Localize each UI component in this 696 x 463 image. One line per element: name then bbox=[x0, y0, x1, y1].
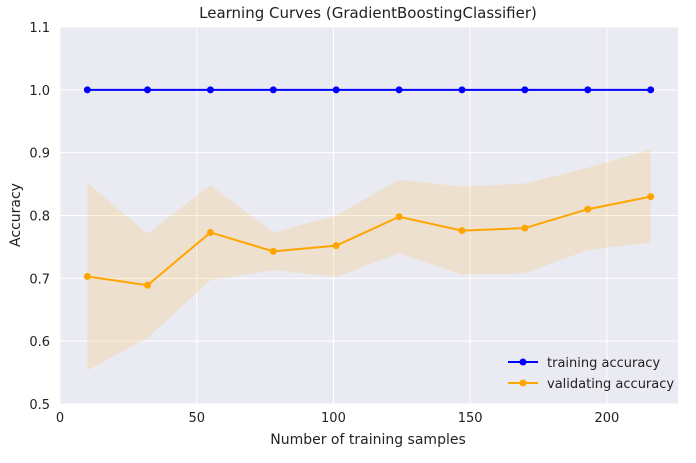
validating-accuracy-point bbox=[144, 281, 152, 289]
chart-title: Learning Curves (GradientBoostingClassif… bbox=[199, 4, 537, 22]
validating-accuracy-band bbox=[87, 149, 651, 371]
y-tick-label: 0.7 bbox=[29, 272, 50, 287]
x-tick-label: 0 bbox=[56, 411, 64, 426]
y-tick-label: 1.1 bbox=[29, 21, 50, 36]
x-tick-label: 50 bbox=[188, 411, 205, 426]
validating-accuracy-point bbox=[332, 242, 340, 250]
y-axis-label: Accuracy bbox=[8, 183, 24, 247]
y-tick-label: 0.6 bbox=[29, 335, 50, 350]
validating-accuracy-point bbox=[521, 224, 529, 232]
legend-label-validating: validating accuracy bbox=[547, 377, 674, 392]
legend-marker-validating bbox=[519, 379, 527, 387]
validating-accuracy-point bbox=[458, 227, 466, 235]
legend-marker-training bbox=[519, 358, 527, 366]
validating-accuracy-point bbox=[584, 205, 592, 213]
y-tick-label: 0.8 bbox=[29, 210, 50, 225]
training-accuracy-point bbox=[395, 86, 403, 94]
x-axis-label: Number of training samples bbox=[270, 432, 466, 448]
validating-accuracy-point bbox=[647, 193, 655, 201]
training-accuracy-point bbox=[647, 86, 655, 94]
legend-label-training: training accuracy bbox=[547, 356, 660, 371]
validating-accuracy-line bbox=[87, 195, 651, 287]
x-tick-label: 150 bbox=[458, 411, 483, 426]
validating-accuracy-point bbox=[395, 213, 403, 221]
training-accuracy-point bbox=[144, 86, 152, 94]
training-accuracy-point bbox=[584, 86, 592, 94]
training-accuracy-point bbox=[206, 86, 214, 94]
y-tick-label: 0.5 bbox=[29, 398, 50, 413]
validating-accuracy-point bbox=[83, 272, 91, 280]
training-accuracy-point bbox=[521, 86, 529, 94]
y-tick-label: 1.0 bbox=[29, 84, 50, 99]
legend: training accuracy validating accuracy bbox=[508, 356, 674, 392]
validating-accuracy-point bbox=[269, 247, 277, 255]
x-tick-label: 200 bbox=[594, 411, 619, 426]
training-accuracy-point bbox=[332, 86, 340, 94]
validating-accuracy-point bbox=[206, 228, 214, 236]
training-accuracy-point bbox=[83, 86, 91, 94]
y-tick-label: 0.9 bbox=[29, 147, 50, 162]
training-accuracy-point bbox=[269, 86, 277, 94]
x-tick-label: 100 bbox=[321, 411, 346, 426]
training-accuracy-point bbox=[458, 86, 466, 94]
